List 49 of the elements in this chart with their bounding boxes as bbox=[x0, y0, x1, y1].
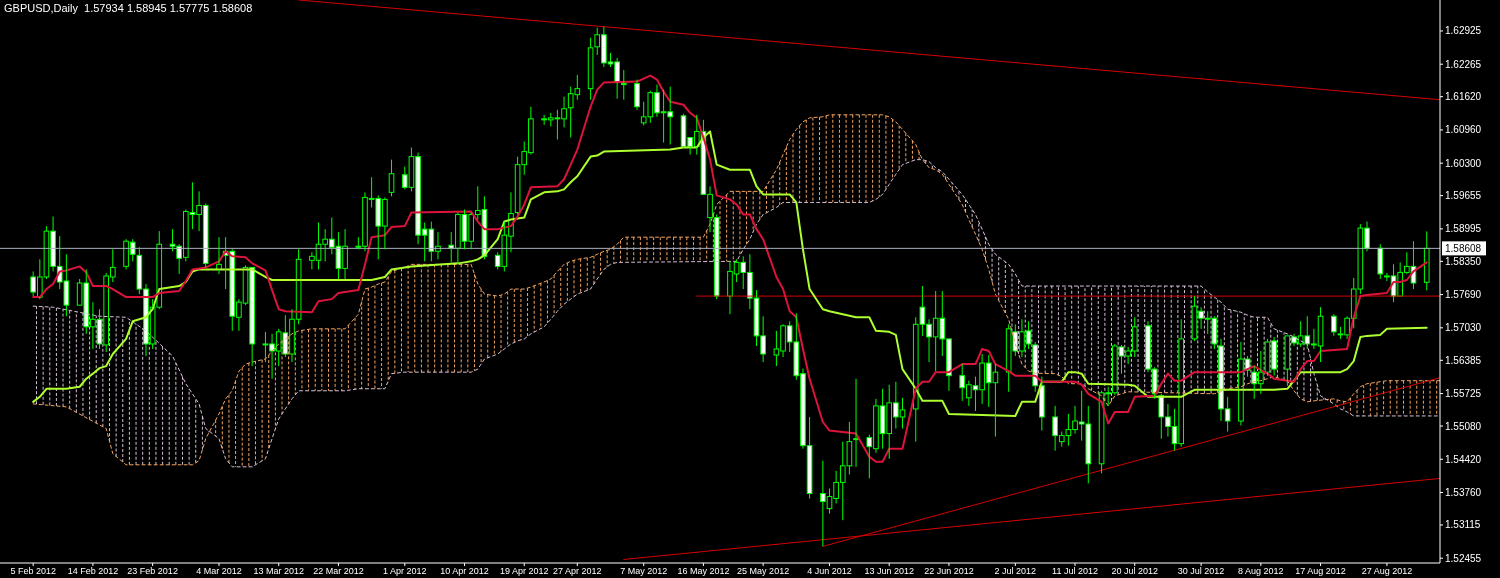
x-tick-label: 5 Feb 2012 bbox=[10, 566, 56, 576]
candlestick bbox=[1423, 230, 1430, 291]
x-tick-label: 17 Aug 2012 bbox=[1295, 566, 1346, 576]
x-tick-label: 22 Mar 2012 bbox=[313, 566, 364, 576]
x-tick-label: 11 Jul 2012 bbox=[1052, 566, 1098, 576]
candlestick bbox=[620, 69, 627, 101]
x-tick-label: 13 Mar 2012 bbox=[253, 566, 304, 576]
y-tick-label: 1.61620 bbox=[1445, 91, 1482, 103]
x-tick-label: 30 Jul 2012 bbox=[1177, 566, 1225, 576]
y-tick-label: 1.52455 bbox=[1445, 552, 1482, 564]
y-tick-label: 1.55080 bbox=[1445, 420, 1482, 432]
x-tick-label: 4 Jun 2012 bbox=[807, 566, 852, 576]
y-tick-label: 1.57690 bbox=[1445, 289, 1482, 301]
x-tick-label: 19 Apr 2012 bbox=[499, 566, 549, 576]
y-tick-label: 1.62925 bbox=[1445, 25, 1482, 37]
x-tick-label: 25 May 2012 bbox=[737, 566, 790, 576]
line-series bbox=[32, 130, 1428, 417]
x-tick-label: 27 Aug 2012 bbox=[1361, 566, 1413, 576]
x-tick-label: 27 Apr 2012 bbox=[553, 566, 602, 576]
x-tick-label: 4 Mar 2012 bbox=[196, 566, 242, 576]
x-tick-label: 14 Feb 2012 bbox=[67, 566, 119, 576]
candlestick bbox=[1331, 313, 1337, 337]
x-tick-label: 1 Apr 2012 bbox=[383, 566, 427, 576]
y-tick-label: 1.53115 bbox=[1445, 519, 1481, 531]
x-tick-label: 23 Feb 2012 bbox=[127, 566, 178, 576]
x-tick-label: 10 Apr 2012 bbox=[440, 566, 489, 576]
x-tick-label: 7 May 2012 bbox=[620, 566, 668, 576]
x-tick-label: 16 May 2012 bbox=[677, 566, 730, 576]
y-tick-label: 1.60300 bbox=[1445, 157, 1482, 169]
y-tick-label: 1.54420 bbox=[1445, 453, 1482, 465]
y-tick-label: 1.62265 bbox=[1445, 58, 1482, 70]
x-tick-label: 8 Aug 2012 bbox=[1238, 566, 1284, 576]
y-tick-label: 1.55725 bbox=[1445, 388, 1482, 400]
x-tick-label: 13 Jun 2012 bbox=[864, 566, 914, 576]
candlestick bbox=[634, 79, 640, 111]
chart-title: GBPUSD,Daily 1.57934 1.58945 1.57775 1.58608 bbox=[4, 2, 253, 14]
ref-line-label: 1.58608 bbox=[1445, 242, 1482, 254]
y-tick-label: 1.59655 bbox=[1445, 190, 1482, 202]
x-tick-label: 20 Jul 2012 bbox=[1111, 566, 1159, 576]
candlestick bbox=[587, 37, 594, 101]
y-tick-label: 1.60960 bbox=[1445, 124, 1482, 136]
candlestick bbox=[1377, 243, 1384, 280]
x-tick-label: 22 Jun 2012 bbox=[924, 566, 974, 576]
y-tick-label: 1.56385 bbox=[1445, 354, 1482, 366]
y-tick-label: 1.53760 bbox=[1445, 487, 1482, 498]
y-tick-label: 1.57030 bbox=[1445, 322, 1482, 334]
y-tick-label: 1.58995 bbox=[1445, 223, 1482, 235]
x-tick-label: 2 Jul 2012 bbox=[994, 566, 1037, 576]
y-tick-label: 1.58350 bbox=[1445, 255, 1482, 267]
